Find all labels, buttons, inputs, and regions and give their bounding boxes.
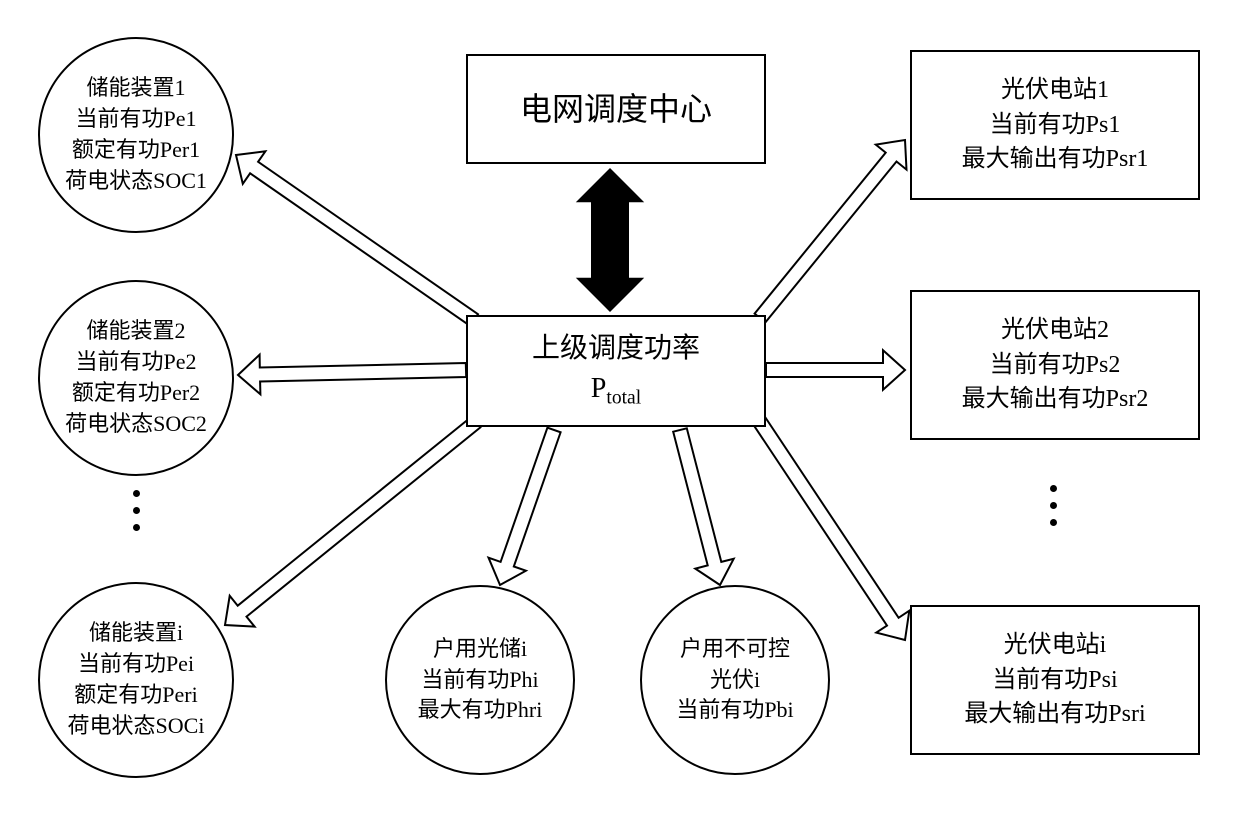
storage-current-power: 当前有功Pei (78, 649, 194, 680)
storage-soc: 荷电状态SOC2 (65, 409, 207, 440)
pv-current-power: 当前有功Psi (992, 663, 1117, 698)
grid-dispatch-center-label: 电网调度中心 (520, 86, 712, 132)
storage-rated-power: 额定有功Per2 (72, 378, 200, 409)
open-arrow-icon (238, 355, 466, 395)
storage-soc: 荷电状态SOCi (68, 711, 205, 742)
storage-rated-power: 额定有功Per1 (72, 135, 200, 166)
storage-soc: 荷电状态SOC1 (65, 166, 207, 197)
open-arrow-icon (489, 428, 561, 585)
pv-title: 光伏电站i (1004, 628, 1107, 663)
p-total-label: Ptotal (591, 369, 641, 413)
grid-dispatch-center-box: 电网调度中心 (466, 54, 766, 164)
storage-title: 储能装置1 (86, 73, 185, 104)
pv-current-power: 当前有功Ps1 (990, 108, 1121, 143)
pv-max-power: 最大输出有功Psr2 (962, 382, 1149, 417)
pv-max-power: 最大输出有功Psri (964, 697, 1145, 732)
household-pv-circle: 户用光储i当前有功Phi最大有功Phri (385, 585, 575, 775)
pv-station-box: 光伏电站2当前有功Ps2最大输出有功Psr2 (910, 290, 1200, 440)
pv-max-power: 最大输出有功Psr1 (962, 142, 1149, 177)
storage-title: 储能装置2 (86, 316, 185, 347)
pv-station-box: 光伏电站i当前有功Psi最大输出有功Psri (910, 605, 1200, 755)
open-arrow-icon (766, 350, 905, 390)
pv-current-power: 当前有功Ps2 (990, 348, 1121, 383)
pv-station-box: 光伏电站1当前有功Ps1最大输出有功Psr1 (910, 50, 1200, 200)
upper-dispatch-power-label: 上级调度功率 (532, 329, 700, 370)
open-arrow-icon (673, 428, 734, 585)
household-line3: 当前有功Pbi (676, 695, 793, 726)
household-line2: 光伏i (710, 665, 760, 696)
open-arrow-icon (236, 151, 478, 325)
pv-title: 光伏电站1 (1001, 73, 1109, 108)
vertical-ellipsis-icon (1050, 485, 1057, 526)
storage-rated-power: 额定有功Peri (74, 680, 197, 711)
storage-device-circle: 储能装置1当前有功Pe1额定有功Per1荷电状态SOC1 (38, 37, 234, 233)
storage-device-circle: 储能装置i当前有功Pei额定有功Peri荷电状态SOCi (38, 582, 234, 778)
storage-current-power: 当前有功Pe2 (75, 347, 196, 378)
household-line1: 户用光储i (433, 634, 527, 665)
storage-device-circle: 储能装置2当前有功Pe2额定有功Per2荷电状态SOC2 (38, 280, 234, 476)
household-line2: 当前有功Phi (421, 665, 538, 696)
open-arrow-icon (755, 140, 907, 322)
storage-title: 储能装置i (89, 618, 183, 649)
household-line1: 户用不可控 (680, 634, 790, 665)
thick-double-arrow-icon (576, 168, 644, 312)
vertical-ellipsis-icon (133, 490, 140, 531)
pv-title: 光伏电站2 (1001, 313, 1109, 348)
upper-dispatch-power-box: 上级调度功率 Ptotal (466, 315, 766, 427)
household-pv-circle: 户用不可控光伏i当前有功Pbi (640, 585, 830, 775)
household-line3: 最大有功Phri (418, 695, 543, 726)
storage-current-power: 当前有功Pe1 (75, 104, 196, 135)
